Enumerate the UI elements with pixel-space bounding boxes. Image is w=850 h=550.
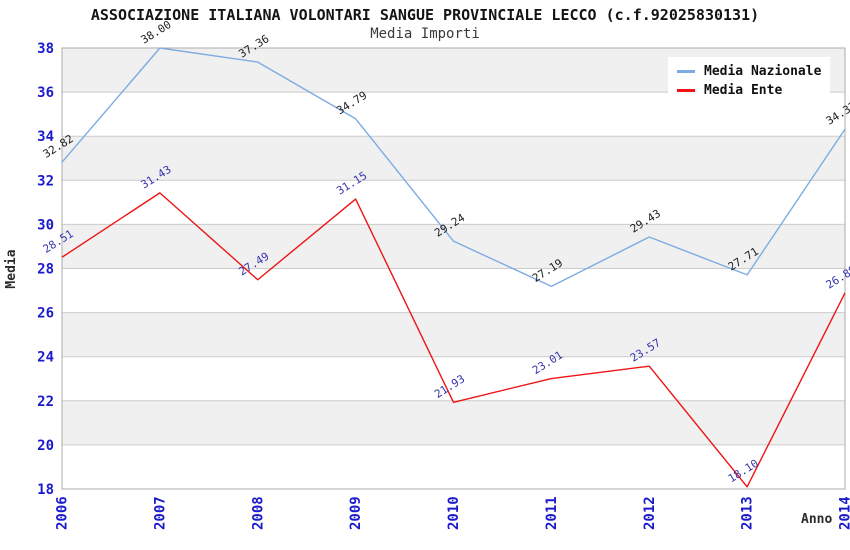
data-label-media-nazionale: 38.00 [139, 18, 174, 47]
y-tick-label: 34 [37, 129, 54, 145]
x-tick-label: 2008 [250, 496, 266, 530]
legend-label: Media Ente [704, 83, 783, 98]
x-tick-label: 2011 [544, 496, 560, 530]
plot-band [62, 400, 845, 445]
x-axis-title: Anno [801, 512, 833, 527]
series-line-media-ente [61, 192, 846, 488]
y-tick-label: 26 [37, 306, 54, 322]
x-tick-label: 2012 [642, 496, 658, 530]
y-tick-label: 36 [37, 85, 54, 101]
y-tick-label: 30 [37, 217, 54, 233]
plot-band [62, 136, 845, 181]
chart-title: ASSOCIAZIONE ITALIANA VOLONTARI SANGUE P… [90, 6, 760, 24]
y-tick-label: 32 [37, 173, 54, 189]
x-tick-label: 2013 [740, 496, 756, 530]
media-nazionale-swatch-icon [677, 70, 695, 73]
x-tick-label: 2009 [348, 496, 364, 530]
plot-band [62, 224, 845, 269]
y-tick-label: 18 [37, 482, 54, 498]
plot-border [61, 47, 846, 490]
legend-item-media-ente: Media Ente [677, 81, 821, 100]
legend-label: Media Nazionale [704, 64, 822, 79]
y-tick-label: 28 [37, 262, 54, 278]
y-tick-label: 24 [37, 350, 54, 366]
y-tick-label: 20 [37, 438, 54, 454]
legend-item-media-nazionale: Media Nazionale [677, 62, 821, 81]
chart-subtitle: Media Importi [370, 26, 480, 42]
plot-band [62, 312, 845, 357]
media-ente-swatch-icon [677, 89, 695, 92]
y-axis-title: Media [4, 249, 19, 289]
series-line-media-nazionale [61, 47, 846, 288]
x-tick-label: 2006 [55, 496, 71, 530]
x-tick-label: 2010 [446, 496, 462, 530]
y-tick-label: 22 [37, 394, 54, 410]
x-tick-label: 2014 [838, 496, 850, 530]
legend: Media Nazionale Media Ente [668, 57, 831, 106]
y-tick-label: 38 [37, 41, 54, 57]
x-tick-label: 2007 [152, 496, 168, 530]
